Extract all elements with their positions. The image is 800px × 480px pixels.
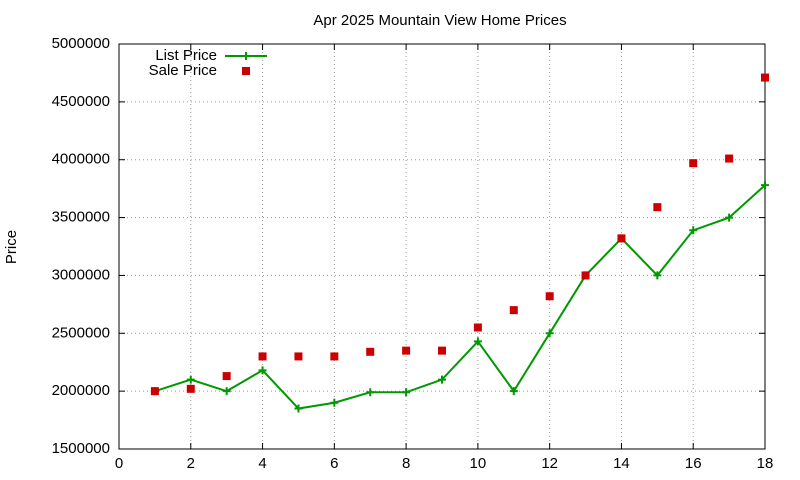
point-marker (222, 387, 231, 396)
point-marker (438, 375, 446, 384)
point-marker (186, 384, 195, 393)
point-marker (258, 352, 267, 361)
series-line (154, 184, 766, 410)
x-tick-label: 4 (258, 455, 266, 472)
point-marker (330, 398, 339, 407)
point-marker (725, 213, 734, 222)
point-marker (653, 203, 662, 212)
plot-border (118, 43, 766, 450)
point-marker (402, 346, 411, 355)
point-marker (761, 73, 769, 82)
point-marker (330, 352, 339, 361)
point-marker (581, 271, 590, 280)
y-tick-label: 2500000 (52, 324, 110, 341)
point-marker (294, 404, 303, 413)
point-marker (402, 388, 411, 397)
x-tick-label: 16 (685, 455, 702, 472)
y-tick-label: 2000000 (52, 382, 110, 399)
x-tick-label: 0 (115, 455, 123, 472)
point-marker (545, 292, 554, 301)
point-marker (617, 234, 626, 243)
x-tick-label: 10 (470, 455, 487, 472)
y-tick-label: 1500000 (52, 440, 110, 457)
x-tick-label: 14 (613, 455, 630, 472)
y-axis-label: Price (3, 230, 20, 264)
point-marker (366, 347, 375, 356)
x-tick-label: 8 (402, 455, 410, 472)
point-marker (545, 329, 554, 338)
point-marker (150, 387, 159, 396)
x-tick-label: 12 (541, 455, 558, 472)
legend-swatch (242, 67, 250, 75)
y-tick-label: 3500000 (52, 209, 110, 226)
x-tick-label: 18 (757, 455, 774, 472)
point-marker (689, 159, 698, 168)
y-tick-label: 4000000 (52, 151, 110, 168)
point-marker (509, 306, 518, 315)
y-tick-label: 5000000 (52, 35, 110, 52)
point-marker (473, 323, 482, 332)
x-tick-label: 2 (187, 455, 195, 472)
legend-label: Sale Price (149, 62, 217, 79)
point-marker (294, 352, 303, 361)
y-tick-label: 4500000 (52, 93, 110, 110)
point-marker (473, 337, 482, 346)
y-tick-label: 3000000 (52, 266, 110, 283)
point-marker (509, 387, 518, 396)
legend-label: List Price (155, 47, 217, 64)
point-marker (186, 375, 195, 384)
point-marker (258, 366, 267, 375)
point-marker (438, 346, 446, 355)
point-marker (725, 154, 734, 163)
point-marker (689, 226, 698, 235)
point-marker (222, 372, 231, 381)
legend-swatch (242, 52, 250, 60)
x-tick-label: 6 (330, 455, 338, 472)
point-marker (653, 271, 662, 280)
chart-title: Apr 2025 Mountain View Home Prices (313, 12, 566, 29)
point-marker (761, 181, 769, 190)
point-marker (366, 388, 375, 397)
